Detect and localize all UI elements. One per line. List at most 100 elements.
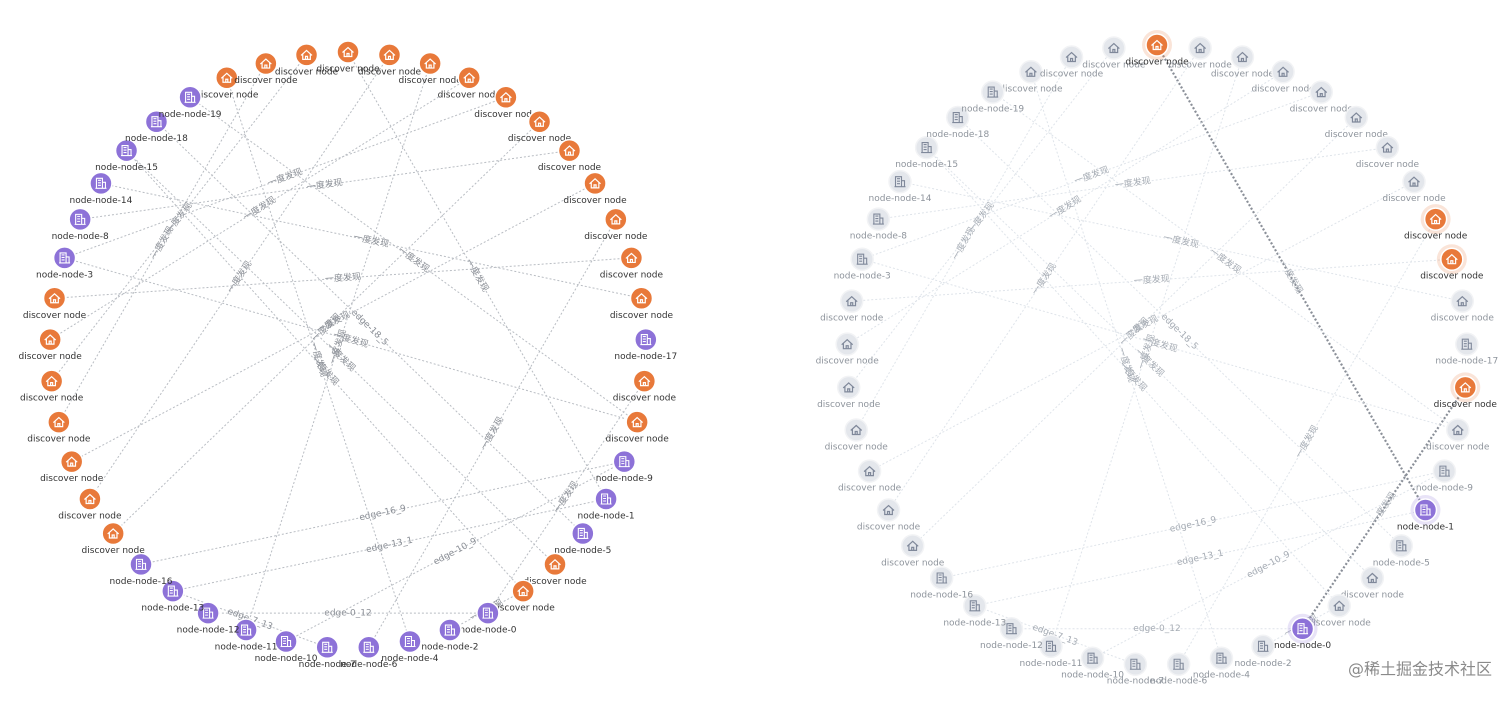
edge bbox=[1030, 71, 1222, 659]
node: node-node-18 bbox=[926, 105, 989, 140]
edge bbox=[51, 54, 307, 382]
house-icon bbox=[841, 338, 854, 350]
edge bbox=[957, 117, 1402, 547]
edge bbox=[869, 181, 1415, 472]
node-label: node-node-4 bbox=[1193, 671, 1250, 681]
edge-label: 一度发现 bbox=[1029, 260, 1059, 297]
node: discover node bbox=[857, 498, 921, 533]
node: node-node-13 bbox=[141, 579, 204, 614]
building-icon bbox=[167, 585, 179, 597]
node-label: node-node-4 bbox=[381, 654, 438, 664]
edge bbox=[974, 605, 1136, 665]
node-label: node-node-8 bbox=[850, 232, 907, 242]
watermark: @稀土掘金技术社区 bbox=[1348, 660, 1492, 679]
house-icon bbox=[1408, 176, 1420, 187]
node: node-node-15 bbox=[895, 135, 958, 170]
node-label: discover node bbox=[816, 357, 880, 367]
node-label: discover node bbox=[1434, 400, 1498, 410]
node: node-node-2 bbox=[1234, 634, 1292, 669]
edge-label: edge-16_9 bbox=[359, 504, 408, 524]
node: discover node bbox=[610, 286, 674, 321]
node: node-node-14 bbox=[70, 171, 133, 206]
node: node-node-15 bbox=[95, 138, 158, 173]
node: node-node-10 bbox=[255, 629, 318, 664]
node-label: discover node bbox=[881, 558, 945, 568]
node: discover node bbox=[825, 418, 888, 452]
edge bbox=[974, 509, 1426, 607]
node-label: node-node-17 bbox=[1435, 357, 1498, 367]
node-circle bbox=[632, 369, 657, 393]
node-label: discover node bbox=[584, 232, 648, 242]
edge bbox=[926, 147, 1340, 607]
node: discover node bbox=[613, 369, 676, 404]
house-icon bbox=[84, 493, 96, 505]
node-circle bbox=[1145, 33, 1169, 57]
node-label: node-node-14 bbox=[869, 194, 932, 204]
node: discover node bbox=[23, 286, 87, 321]
node-circle bbox=[101, 521, 125, 546]
house-icon bbox=[52, 416, 65, 428]
node-label: discover node bbox=[20, 394, 84, 404]
node: node-node-11 bbox=[215, 618, 278, 653]
building-icon bbox=[184, 91, 196, 103]
node-circle bbox=[47, 410, 71, 434]
node-label: node-node-19 bbox=[961, 105, 1024, 115]
node: node-node-13 bbox=[943, 594, 1006, 628]
node: discover node bbox=[1169, 36, 1232, 71]
node-circle bbox=[619, 246, 644, 270]
node-label: node-node-13 bbox=[141, 604, 204, 614]
node: node-node-4 bbox=[381, 629, 439, 664]
node-label: discover node bbox=[508, 134, 572, 144]
node: discover node bbox=[1404, 204, 1468, 242]
house-icon bbox=[1429, 213, 1442, 225]
node: discover node bbox=[820, 289, 884, 324]
node-label: discover node bbox=[58, 512, 122, 522]
edge bbox=[89, 54, 390, 500]
node-label: node-node-10 bbox=[1061, 671, 1124, 681]
edge bbox=[926, 147, 1373, 579]
node: node-node-6 bbox=[1150, 652, 1207, 687]
node-label: node-node-8 bbox=[52, 232, 109, 242]
building-icon bbox=[618, 456, 630, 468]
node-circle bbox=[38, 327, 62, 352]
node: node-node-3 bbox=[36, 246, 93, 280]
edge bbox=[156, 121, 584, 534]
node: discover node bbox=[1426, 418, 1490, 452]
node-circle bbox=[557, 138, 582, 163]
edge-label: 一度发现 bbox=[1277, 259, 1305, 296]
node: node-node-4 bbox=[1193, 646, 1250, 681]
node: discover node bbox=[1211, 45, 1275, 80]
house-icon bbox=[625, 252, 638, 264]
building-icon bbox=[444, 624, 456, 636]
building-icon bbox=[1257, 640, 1269, 652]
building-icon bbox=[1215, 652, 1227, 664]
node-circle bbox=[418, 51, 442, 76]
edge-label: 一度发现 bbox=[306, 176, 343, 193]
node-circle bbox=[1446, 418, 1470, 442]
node-circle bbox=[1271, 60, 1295, 84]
node-label: discover node bbox=[820, 314, 884, 324]
edge bbox=[912, 117, 1357, 547]
building-icon bbox=[600, 493, 612, 505]
node-label: discover node bbox=[1382, 194, 1446, 204]
house-icon bbox=[863, 465, 876, 477]
house-icon bbox=[45, 375, 58, 387]
node: discover node bbox=[492, 579, 555, 614]
building-icon bbox=[150, 116, 162, 128]
node-circle bbox=[377, 43, 402, 67]
building-icon bbox=[1419, 504, 1431, 516]
house-icon bbox=[48, 292, 61, 304]
house-icon bbox=[589, 178, 601, 189]
edge-label: edge-0_12 bbox=[1133, 624, 1180, 634]
node-circle bbox=[1440, 247, 1464, 271]
edge bbox=[862, 91, 1322, 260]
edge bbox=[1050, 56, 1243, 647]
node-circle bbox=[1360, 566, 1385, 590]
edge-label: 一度发现 bbox=[1114, 174, 1151, 191]
node: discover node bbox=[358, 43, 422, 77]
node: node-node-5 bbox=[1373, 534, 1430, 568]
node: discover node bbox=[316, 40, 380, 75]
node-label: node-node-2 bbox=[1234, 659, 1291, 669]
edge-label: 一度发现 bbox=[1046, 193, 1083, 222]
